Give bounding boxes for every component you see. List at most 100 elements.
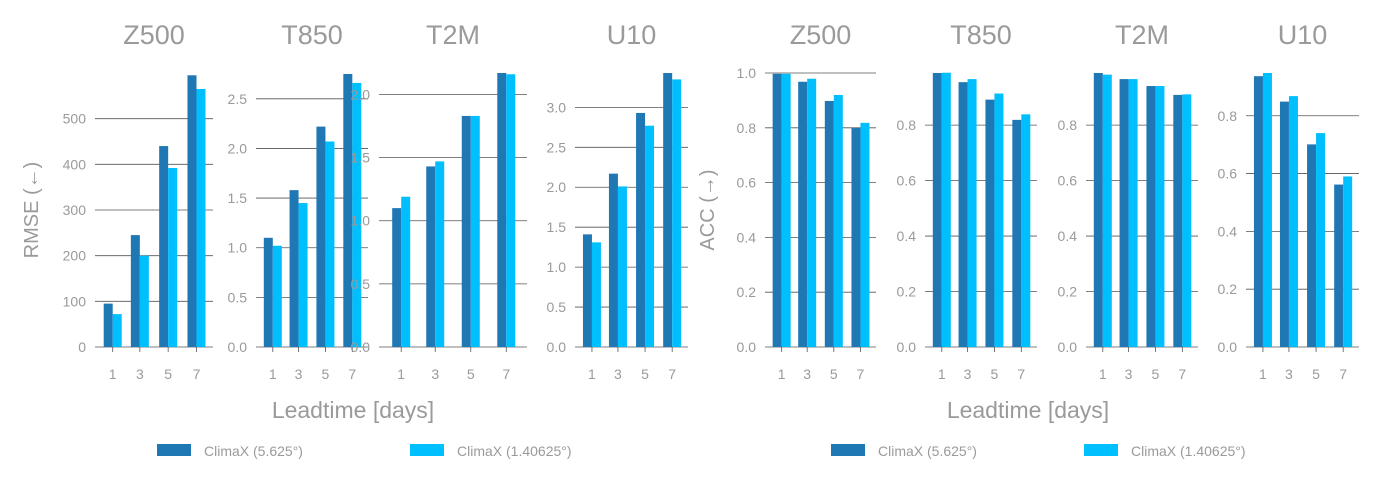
bar-a [1146,86,1156,347]
bar-a [103,303,113,347]
y-tick-label: 1.0 [547,259,567,275]
bar-a [582,234,592,347]
bar-a [1279,101,1289,347]
legend-swatch-a [157,444,191,456]
panel-title: T850 [281,20,343,50]
x-tick-label: 3 [803,366,811,382]
x-axis-label: Leadtime [days] [947,397,1109,423]
x-tick-label: 7 [1017,366,1025,382]
bar-a [1307,144,1317,347]
x-tick-label: 7 [1178,366,1186,382]
bar-a [159,146,169,347]
bar-b [470,115,480,347]
y-tick-label: 0.6 [1058,173,1078,189]
panel-title: Z500 [790,20,852,50]
bar-a [343,73,353,348]
y-tick-label: 1.0 [228,240,248,256]
y-tick-label: 0.4 [737,229,757,245]
x-tick-label: 1 [1259,366,1267,382]
bar-a [130,235,140,347]
y-tick-label: 400 [63,156,87,172]
chart-panel-z500-0: Z500 0 100 200 300 400 500 1 3 5 7 [63,20,213,382]
y-tick-label: 0.0 [737,339,757,355]
x-tick-label: 7 [857,366,865,382]
bar-b [435,161,445,347]
chart-panel-z500-4: Z500 0.0 0.2 0.4 0.6 0.8 1.0 1 3 5 7 [737,20,876,382]
y-tick-label: 0.5 [228,289,248,305]
bar-b [617,186,627,347]
bar-a [608,173,618,347]
x-tick-label: 7 [502,366,510,382]
y-tick-label: 0.2 [1218,281,1238,297]
y-tick-label: 0.2 [1058,284,1078,300]
chart-panel-t850-1: T850 0.0 0.5 1.0 1.5 2.0 2.5 1 3 5 7 [228,20,368,382]
x-axis-label: Leadtime [days] [272,397,434,423]
bar-a [985,99,995,348]
chart-panel-t850-5: T850 0.0 0.2 0.4 0.6 0.8 1 3 5 7 [897,20,1037,382]
bar-a [958,82,968,347]
y-tick-label: 200 [63,248,87,264]
bar-b [1102,74,1112,347]
chart-panel-u10-7: U10 0.0 0.2 0.4 0.6 0.8 1 3 5 7 [1218,20,1359,382]
x-tick-label: 3 [614,366,622,382]
bar-b [506,74,516,348]
legend-label: ClimaX (1.40625°) [457,443,572,459]
x-tick-label: 1 [588,366,596,382]
x-tick-label: 5 [164,366,172,382]
y-tick-label: 0.4 [1058,228,1078,244]
x-tick-label: 3 [1285,366,1293,382]
bar-a [798,81,808,347]
y-tick-label: 0.0 [351,339,371,355]
bar-b [298,203,308,347]
chart-panel-t2m-6: T2M 0.0 0.2 0.4 0.6 0.8 1 3 5 7 [1058,20,1198,382]
bar-b [1316,133,1326,347]
bar-b [168,167,178,347]
x-tick-label: 5 [991,366,999,382]
y-tick-label: 0.8 [1058,117,1078,133]
panel-title: T2M [426,20,480,50]
x-tick-label: 1 [397,366,405,382]
bar-a [772,73,782,348]
bar-a [187,75,197,348]
bar-b [967,79,977,348]
x-tick-label: 1 [938,366,946,382]
bar-a [1093,73,1103,347]
bar-a [1173,94,1183,347]
bar-b [1262,73,1272,347]
bar-a [461,115,471,347]
y-tick-label: 0.5 [351,276,371,292]
y-tick-label: 0.6 [897,173,917,189]
y-tick-label: 2.5 [228,91,248,107]
y-tick-label: 100 [63,293,87,309]
panel-group-acc: ACC (→)Leadtime [days]ClimaX (5.625°) Cli… [697,169,1246,459]
x-tick-label: 3 [431,366,439,382]
bar-b [994,93,1004,347]
y-tick-label: 0.8 [737,120,757,136]
bar-b [1021,114,1031,347]
x-tick-label: 1 [1099,366,1107,382]
y-tick-label: 0.0 [547,339,567,355]
y-tick-label: 2.0 [351,86,371,102]
x-tick-label: 7 [668,366,676,382]
y-tick-label: 0.0 [1218,339,1238,355]
y-tick-label: 1.5 [351,150,371,166]
y-tick-label: 1.0 [351,213,371,229]
bar-a [1012,119,1022,347]
bar-b [112,314,122,347]
y-tick-label: 0.8 [1218,108,1238,124]
y-tick-label: 2.0 [547,179,567,195]
bar-b [1343,176,1353,347]
x-tick-label: 3 [295,366,303,382]
bar-b [591,242,601,347]
bar-a [1119,79,1129,348]
y-tick-label: 500 [63,111,87,127]
y-tick-label: 1.5 [228,190,248,206]
y-tick-label: 300 [63,202,87,218]
bar-b [672,79,682,347]
y-tick-label: 1.0 [737,65,757,81]
bar-b [352,82,362,347]
x-tick-label: 5 [322,366,330,382]
bar-b [401,196,411,347]
bar-b [833,94,843,347]
bar-a [851,128,861,347]
